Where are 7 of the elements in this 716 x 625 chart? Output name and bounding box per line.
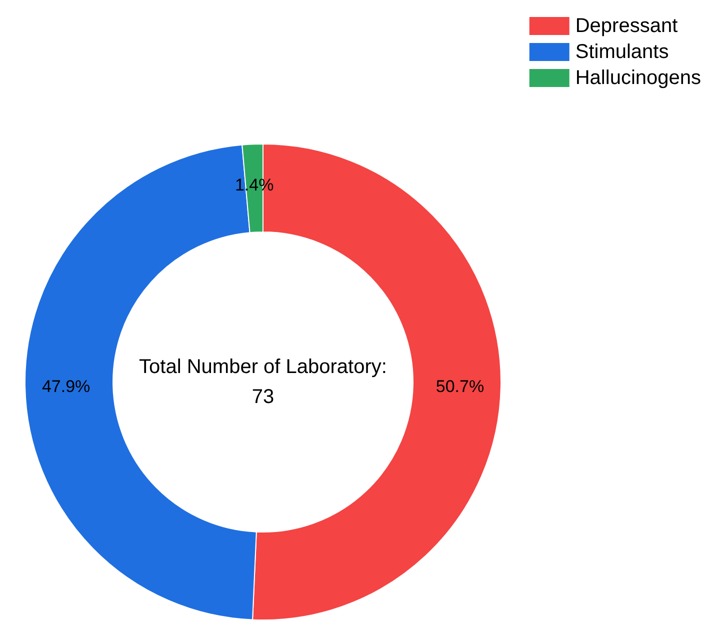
- data-label: 1.4%: [234, 176, 274, 195]
- data-label: 47.9%: [42, 376, 90, 396]
- legend-label: Depressant: [575, 15, 678, 37]
- legend-label: Hallucinogens: [575, 67, 702, 89]
- text: Total Number of Laboratory: 73: [139, 356, 387, 408]
- data-label: 50.7%: [436, 376, 484, 396]
- legend-label: Stimulants: [575, 41, 669, 63]
